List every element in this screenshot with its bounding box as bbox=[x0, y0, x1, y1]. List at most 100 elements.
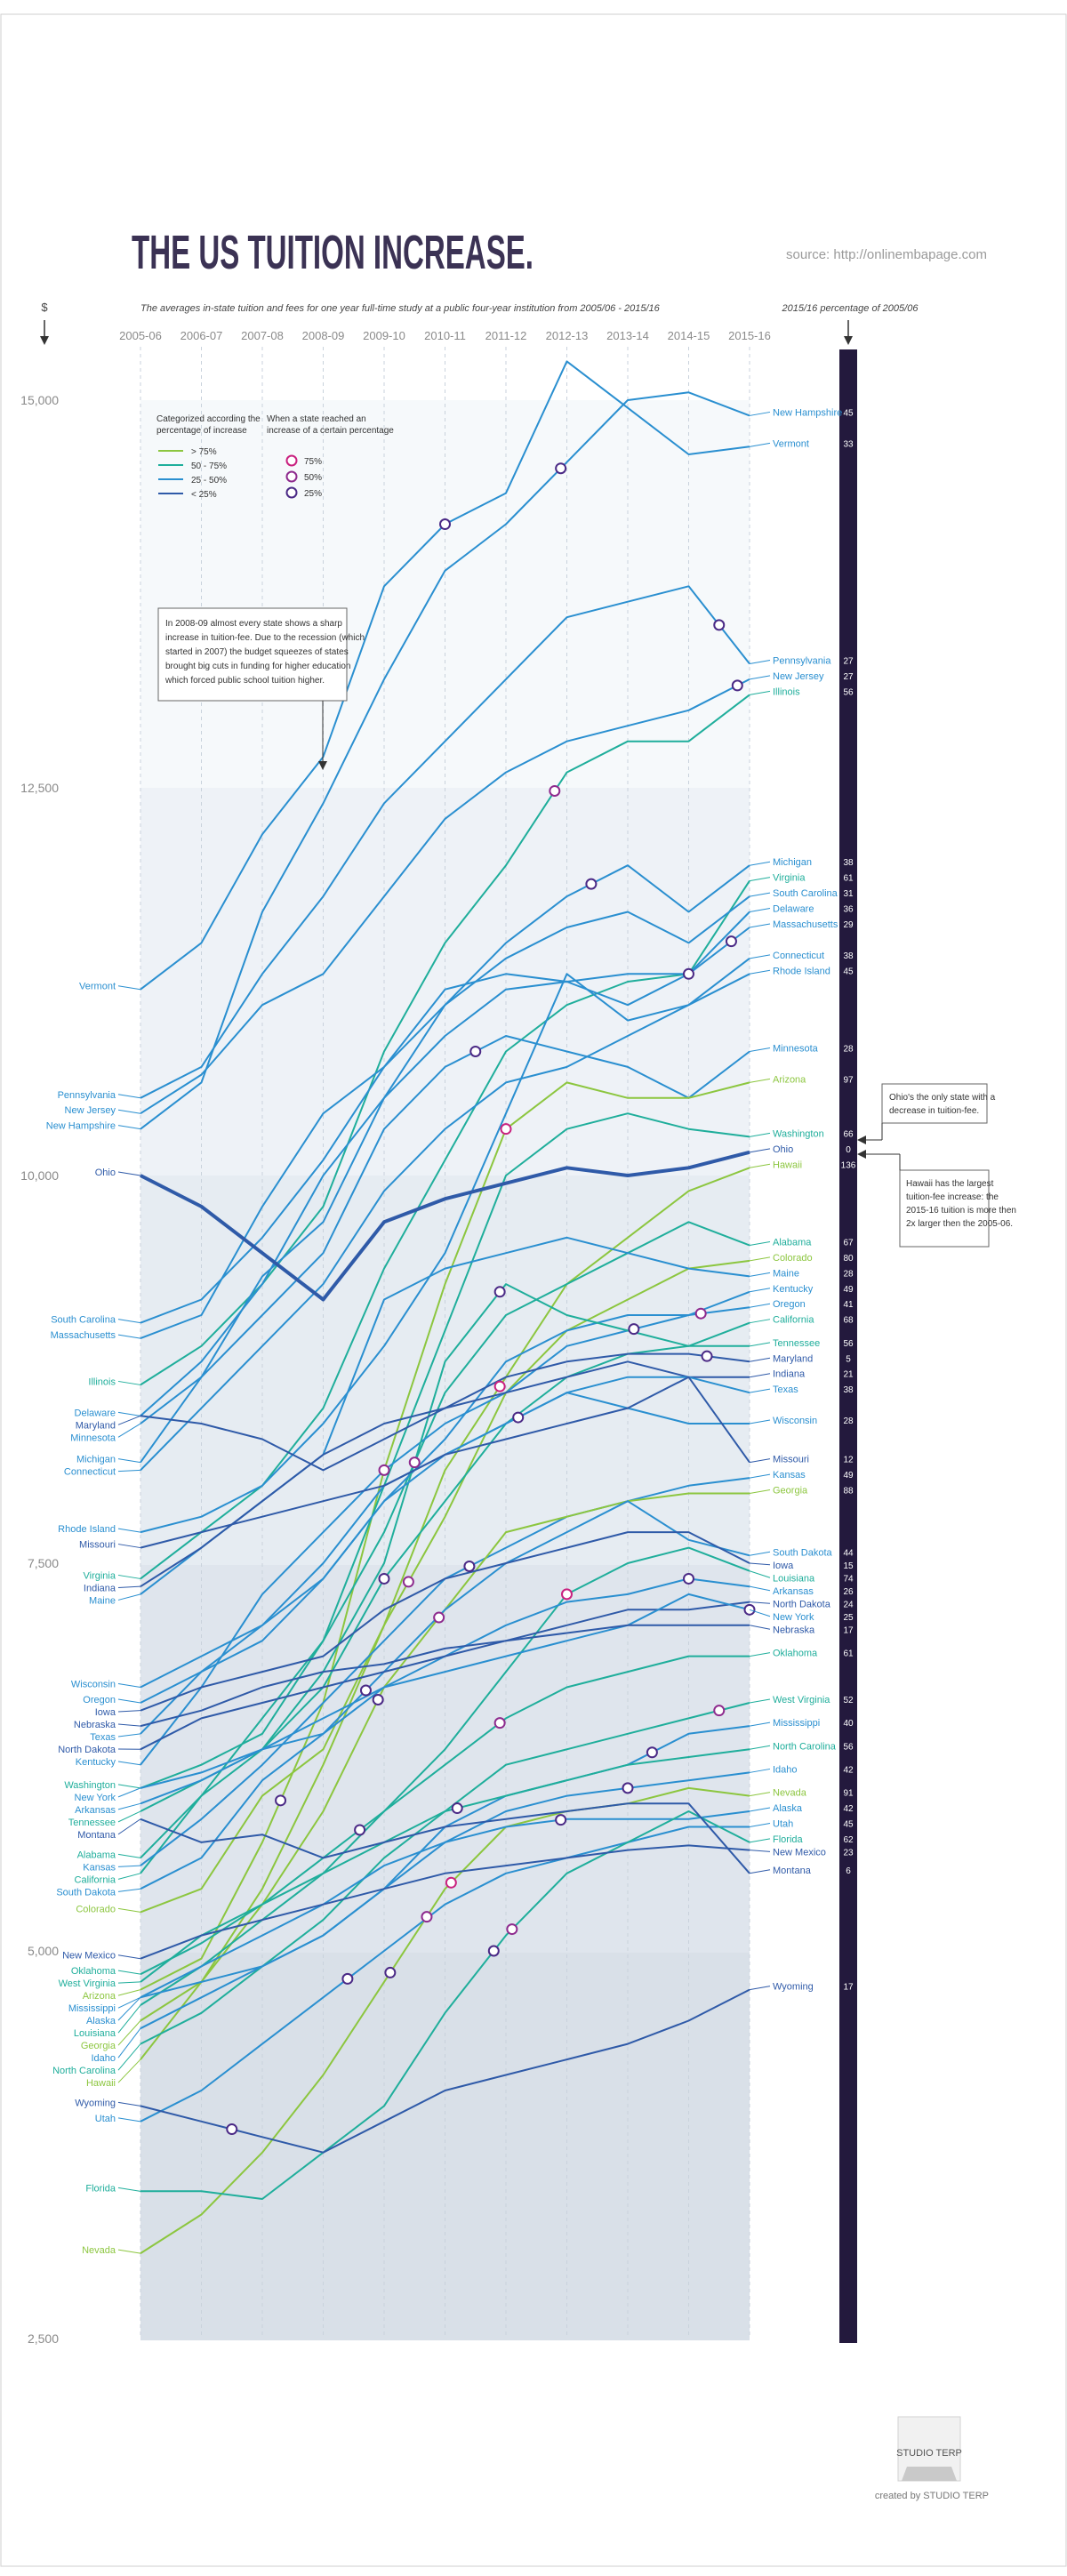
series-line bbox=[140, 1748, 750, 2045]
series-end-label: Tennessee bbox=[773, 1338, 820, 1349]
x-gridlines bbox=[140, 347, 750, 2339]
series-start-label: Alaska bbox=[86, 2016, 116, 2026]
series-percentage: 91 bbox=[843, 1789, 854, 1799]
annotation-line: brought big cuts in funding for higher e… bbox=[165, 662, 350, 671]
series-end-label: Oregon bbox=[773, 1299, 806, 1310]
series-percentage: 12 bbox=[843, 1456, 854, 1465]
start-leader bbox=[117, 1411, 141, 1416]
end-leader bbox=[749, 1585, 771, 1592]
legend-marker bbox=[285, 486, 298, 499]
annotation-line: 2015-16 tuition is more then bbox=[906, 1206, 1016, 1216]
end-leader bbox=[749, 1698, 771, 1704]
end-leader bbox=[749, 1807, 771, 1812]
series-line bbox=[140, 1531, 750, 1712]
series-percentage: 40 bbox=[843, 1719, 854, 1729]
series-percentage: 27 bbox=[843, 656, 854, 666]
x-tick-label: 2013-14 bbox=[606, 329, 649, 342]
series-end-label: Iowa bbox=[773, 1561, 794, 1571]
series-start-label: Oregon bbox=[83, 1695, 116, 1705]
footer: STUDIO TERP created by STUDIO TERP bbox=[875, 2416, 989, 2501]
series-line bbox=[140, 678, 750, 1115]
series-end-label: Alabama bbox=[773, 1237, 812, 1248]
threshold-marker bbox=[378, 1572, 390, 1585]
series-line bbox=[140, 911, 750, 1417]
series-percentage: 17 bbox=[843, 1625, 854, 1635]
y-axis-labels: 15,000 12,500 10,000 7,500 5,000 2,500 bbox=[20, 393, 59, 2346]
end-leader bbox=[749, 1609, 771, 1617]
x-tick-label: 2005-06 bbox=[119, 329, 162, 342]
threshold-marker bbox=[378, 1464, 390, 1476]
y-tick-label: 2,500 bbox=[28, 2331, 59, 2346]
series-percentage: 26 bbox=[843, 1587, 854, 1597]
end-leader bbox=[749, 1768, 771, 1773]
start-leader bbox=[117, 2020, 141, 2046]
end-leader bbox=[749, 1342, 771, 1347]
series-end-label: Virginia bbox=[773, 873, 806, 884]
start-leader bbox=[117, 1723, 141, 1727]
start-leader bbox=[117, 1981, 141, 1984]
threshold-marker bbox=[408, 1457, 421, 1469]
start-leader bbox=[117, 1907, 141, 1913]
series-line bbox=[140, 1546, 750, 2006]
start-leader bbox=[117, 1109, 141, 1114]
start-leader bbox=[117, 2117, 141, 2123]
threshold-marker bbox=[463, 1560, 476, 1572]
end-leader bbox=[749, 1721, 771, 1727]
series-end-label: Florida bbox=[773, 1834, 804, 1845]
series-end-label: Kansas bbox=[773, 1470, 806, 1481]
percentage-sidebar bbox=[839, 349, 857, 2343]
series-percentage: 56 bbox=[843, 687, 854, 697]
end-leader bbox=[749, 659, 771, 664]
series-end-label: New Mexico bbox=[773, 1847, 826, 1858]
series-end-label: Missouri bbox=[773, 1455, 809, 1465]
end-leader bbox=[749, 1745, 771, 1750]
series-percentage: 45 bbox=[843, 408, 854, 418]
threshold-marker bbox=[725, 935, 737, 948]
series-line bbox=[140, 1988, 750, 2154]
series-end-label: Connecticut bbox=[773, 951, 824, 961]
series-end-label: North Carolina bbox=[773, 1741, 837, 1752]
start-leader bbox=[117, 1787, 141, 1798]
series-percentage: 45 bbox=[843, 967, 854, 976]
series-end-label: North Dakota bbox=[773, 1599, 831, 1609]
series-line bbox=[140, 1810, 750, 1999]
series-percentage: 38 bbox=[843, 858, 854, 868]
start-leader bbox=[117, 1710, 141, 1713]
series-line bbox=[140, 1655, 750, 1976]
series-end-label: California bbox=[773, 1315, 814, 1326]
threshold-marker bbox=[384, 1966, 397, 1978]
series-line bbox=[140, 1259, 750, 1914]
series-percentage: 38 bbox=[843, 951, 854, 961]
end-leader bbox=[749, 1570, 771, 1578]
annotation-line: In 2008-09 almost every state shows a sh… bbox=[165, 619, 342, 629]
x-tick-label: 2008-09 bbox=[302, 329, 345, 342]
series-end-label: Montana bbox=[773, 1866, 812, 1876]
start-leader bbox=[117, 1853, 141, 1858]
end-leader bbox=[749, 1850, 771, 1852]
series-end-label: Maryland bbox=[773, 1353, 813, 1364]
end-leader bbox=[749, 1869, 771, 1874]
series-percentage: 6 bbox=[846, 1866, 851, 1876]
series-end-label: Nebraska bbox=[773, 1625, 815, 1635]
threshold-marker bbox=[683, 1572, 694, 1585]
series-end-label: Vermont bbox=[773, 438, 809, 449]
series-end-label: Massachusetts bbox=[773, 919, 838, 930]
series-line bbox=[140, 1376, 750, 1549]
series-percentage: 49 bbox=[843, 1285, 854, 1295]
threshold-marker bbox=[555, 462, 567, 475]
series-start-label: New Hampshire bbox=[46, 1121, 116, 1132]
end-leader bbox=[749, 1272, 771, 1277]
series-start-label: Ohio bbox=[95, 1168, 116, 1178]
series-percentage: 68 bbox=[843, 1316, 854, 1326]
legend-marker-title-1: When a state reached an bbox=[267, 414, 366, 424]
series-percentage: 21 bbox=[843, 1370, 854, 1380]
series-line bbox=[140, 1167, 750, 2060]
series-percentage: 38 bbox=[843, 1385, 854, 1395]
series-end-label: New York bbox=[773, 1612, 814, 1623]
series-line bbox=[140, 1360, 750, 1588]
series-percentage: 23 bbox=[843, 1848, 854, 1858]
start-leader bbox=[117, 1585, 141, 1588]
start-leader bbox=[117, 2043, 141, 2071]
threshold-marker bbox=[731, 679, 743, 692]
